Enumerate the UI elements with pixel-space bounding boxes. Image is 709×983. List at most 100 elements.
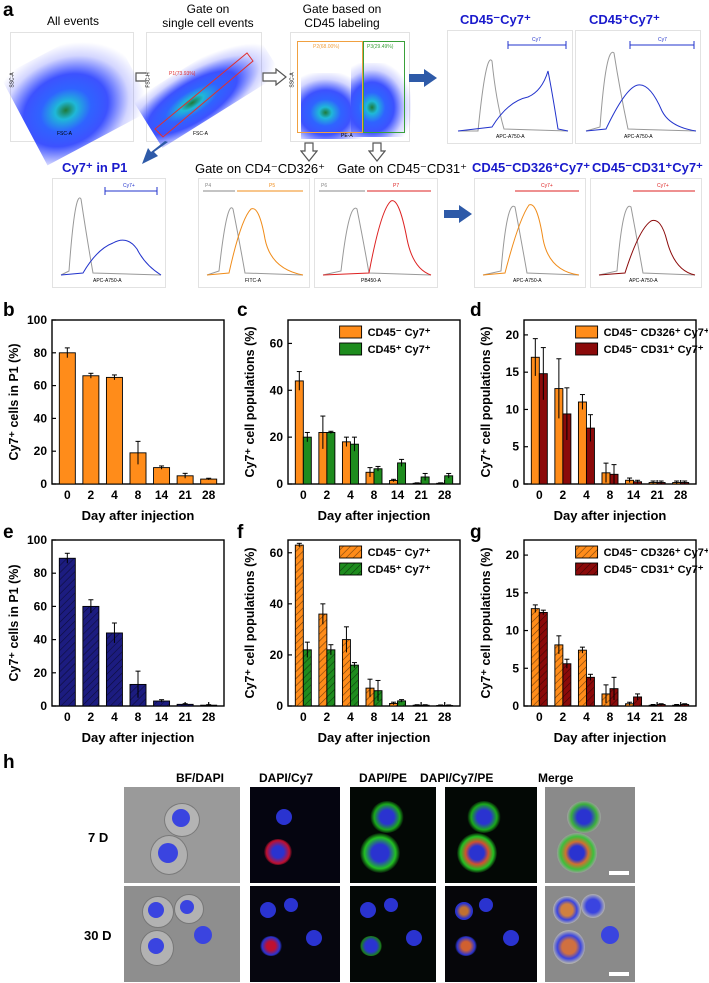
gate-p2 <box>297 41 363 133</box>
x-tick-label: 21 <box>650 710 664 724</box>
gate-p1 <box>154 52 254 138</box>
x-axis-label: Day after injection <box>318 508 431 523</box>
bar <box>105 376 123 485</box>
y-tick-label: 5 <box>512 440 519 454</box>
bar <box>349 664 359 707</box>
bar <box>82 605 100 707</box>
bar <box>82 375 100 485</box>
histogram-curves <box>585 41 697 132</box>
scatter-all-events: FSC-A SSC-A <box>0 20 154 166</box>
y-tick-label: 60 <box>270 336 284 350</box>
legend-label: CD45⁺ Cy7⁺ <box>368 344 431 356</box>
title-cd45pos-cy7: CD45⁺Cy7⁺ <box>589 12 660 27</box>
micrograph-30d-merge <box>545 886 635 982</box>
x-tick-label: 21 <box>650 488 664 502</box>
x-tick-label: 14 <box>155 710 169 724</box>
y-tick-label: 15 <box>506 586 520 600</box>
x-axis-label: Day after injection <box>82 730 195 745</box>
scale-bar <box>609 871 629 875</box>
x-tick-label: 21 <box>414 710 428 724</box>
title-all-events: All events <box>46 14 100 28</box>
histogram-curves <box>319 190 432 276</box>
gate-p4-label: P4 <box>205 183 212 189</box>
outline-arrow-down-1 <box>300 142 318 162</box>
legend-label: CD45⁻ Cy7⁺ <box>368 327 431 339</box>
histogram-cd45neg-cy7: Cy7 APC-A750-A <box>447 30 573 144</box>
title-gate-cd45-cd31: Gate on CD45⁻CD31⁺ <box>336 161 468 176</box>
x-tick-label: 4 <box>111 710 118 724</box>
y-tick-label: 0 <box>512 477 519 491</box>
x-axis-label: Day after injection <box>554 730 667 745</box>
y-tick-label: 60 <box>34 379 48 393</box>
x-tick-label: 2 <box>560 710 567 724</box>
y-tick-label: 60 <box>34 599 48 613</box>
row-label-30d: 30 D <box>84 928 112 943</box>
x-axis-label: Day after injection <box>554 508 667 523</box>
legend-label: CD45⁻ CD326⁺ Cy7⁺ <box>604 327 708 339</box>
axis-label-apc: APC-A750-A <box>513 278 542 284</box>
scale-bar <box>609 972 629 976</box>
legend-swatch <box>575 342 599 356</box>
axis-label-fitc: FITC-A <box>245 278 262 284</box>
y-axis-label: Cy7⁺ cell populations (%) <box>479 326 493 477</box>
histogram-curves <box>482 190 580 276</box>
col-label-merge: Merge <box>538 771 574 785</box>
x-tick-label: 14 <box>391 710 405 724</box>
y-tick-label: 0 <box>512 699 519 713</box>
micrograph-7d-merge <box>545 787 635 883</box>
panel-label-b: b <box>3 300 15 321</box>
gate-cy7-label: Cy7 <box>532 37 541 43</box>
blue-arrow-right-2 <box>444 205 472 223</box>
scatter-cd45-gating: P2(68.00%) P3(29.49%) PE-A SSC-A <box>290 32 411 142</box>
histogram-cy7-p1: Cy7+ APC-A750-A <box>52 178 166 288</box>
histogram-curves <box>457 41 569 132</box>
x-tick-label: 28 <box>674 710 688 724</box>
gate-p2-label: P2(68.00%) <box>313 44 340 50</box>
legend-label: CD45⁻ Cy7⁺ <box>368 547 431 559</box>
legend-swatch <box>339 545 363 559</box>
bar <box>58 352 76 485</box>
gate-cy7p-label: Cy7+ <box>657 183 669 189</box>
x-tick-label: 0 <box>64 488 71 502</box>
x-tick-label: 8 <box>371 488 378 502</box>
panel-label-f: f <box>237 522 244 543</box>
x-tick-label: 21 <box>414 488 428 502</box>
histogram-curves <box>60 187 162 276</box>
x-tick-label: 4 <box>347 710 354 724</box>
bar <box>554 644 564 707</box>
x-tick-label: 2 <box>324 710 331 724</box>
panel-label-c: c <box>237 300 248 321</box>
title-cy7-p1: Cy7⁺ in P1 <box>62 160 128 175</box>
gate-cy7p-label: Cy7+ <box>123 183 135 189</box>
histogram-curves <box>203 190 304 276</box>
x-tick-label: 0 <box>300 488 307 502</box>
blue-arrow-down-left <box>142 141 168 164</box>
x-tick-label: 4 <box>111 488 118 502</box>
bar <box>562 663 572 707</box>
micrograph-30d-dapi-cy7 <box>250 886 340 982</box>
legend-swatch <box>339 325 363 339</box>
y-tick-label: 5 <box>512 661 519 675</box>
y-tick-label: 0 <box>40 477 47 491</box>
gate-p7-label: P7 <box>393 183 400 189</box>
bar <box>302 649 312 707</box>
blue-arrow-right <box>409 69 437 87</box>
legend-label: CD45⁻ CD31⁺ Cy7⁺ <box>604 564 704 576</box>
gate-p6-label: P6 <box>321 183 328 189</box>
y-tick-label: 20 <box>34 444 48 458</box>
y-axis-label: Cy7⁺ cells in P1 (%) <box>7 343 21 460</box>
legend-swatch <box>575 545 599 559</box>
histogram-fitc: P4 P5 FITC-A <box>198 178 310 288</box>
bar <box>326 432 336 485</box>
x-tick-label: 14 <box>391 488 405 502</box>
title-gate-cd45: Gate based on CD45 labeling <box>302 2 382 30</box>
axis-label-fsc-a: FSC-A <box>193 131 208 137</box>
y-axis-label: Cy7⁺ cell populations (%) <box>243 547 257 698</box>
x-tick-label: 8 <box>607 710 614 724</box>
scatter-density-p3 <box>351 63 411 137</box>
